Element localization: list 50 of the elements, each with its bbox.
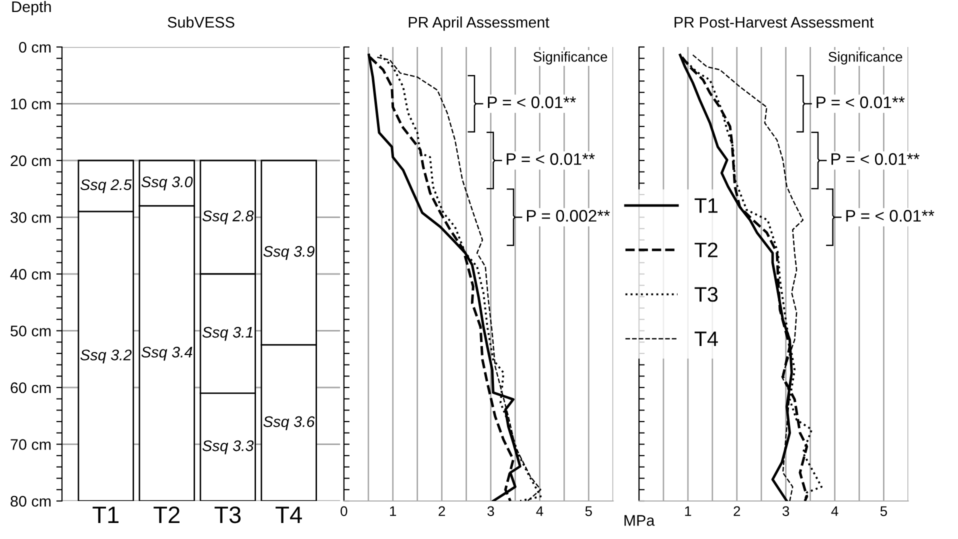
y-tick-label: 50 cm xyxy=(10,326,51,336)
y-tick-label: 60 cm xyxy=(10,382,51,394)
data-label: Ssq 3.4 xyxy=(141,346,192,361)
y-tick-label: 40 cm xyxy=(10,268,51,280)
annotation: P = 0.002** xyxy=(527,210,610,222)
data-label: Ssq 2.5 xyxy=(80,179,132,194)
data-label: Ssq 3.0 xyxy=(141,176,193,190)
y-tick-label: 0 cm xyxy=(19,42,51,53)
x-tick-label: T2 xyxy=(154,506,180,523)
x-tick-label: 1 xyxy=(390,506,396,516)
annotation: P = < 0.01** xyxy=(831,153,920,165)
data-label: Ssq 3.9 xyxy=(263,246,314,260)
chart-title: PR April Assessment xyxy=(408,16,550,31)
data-label: Ssq 3.2 xyxy=(80,350,132,364)
x-tick-label: T4 xyxy=(276,506,302,523)
chart-title: SubVESS xyxy=(168,16,234,28)
x-tick-label: 5 xyxy=(880,506,887,516)
data-label: Ssq 3.6 xyxy=(263,416,315,430)
x-tick-label: 2 xyxy=(438,506,445,516)
x-tick-label: T1 xyxy=(92,506,119,523)
x-axis-title: MPa xyxy=(624,515,655,526)
x-tick-label: 0 xyxy=(340,506,348,516)
x-tick-label: T3 xyxy=(214,506,241,524)
data-label: Ssq 3.3 xyxy=(202,440,254,454)
x-tick-label: 3 xyxy=(782,506,790,516)
legend-label: T2 xyxy=(694,242,718,258)
chart-title: PR Post-Harvest Assessment xyxy=(674,17,874,28)
x-tick-label: 1 xyxy=(685,506,692,516)
annotation: P = < 0.01** xyxy=(846,210,934,222)
y-axis-title: Depth xyxy=(12,0,51,16)
legend-label: T1 xyxy=(694,198,718,213)
y-tick-label: 70 cm xyxy=(10,439,51,450)
x-tick-label: 2 xyxy=(734,506,740,516)
x-tick-label: 5 xyxy=(585,506,592,516)
y-tick-label: 30 cm xyxy=(10,212,51,223)
legend-label: T4 xyxy=(694,332,718,346)
x-tick-label: 4 xyxy=(536,506,544,516)
x-tick-label: 4 xyxy=(831,506,838,516)
legend-label: T3 xyxy=(694,287,718,302)
annotation: P = < 0.01** xyxy=(816,96,905,108)
y-tick-label: 80 cm xyxy=(10,496,51,507)
data-label: Ssq 2.8 xyxy=(202,210,254,224)
annotation: Significance xyxy=(828,52,902,64)
annotation: Significance xyxy=(533,52,608,64)
data-label: Ssq 3.1 xyxy=(202,326,252,341)
annotation: P = < 0.01** xyxy=(506,153,595,165)
x-tick-label: 3 xyxy=(487,506,494,516)
annotation: P = < 0.01** xyxy=(488,96,576,108)
y-tick-label: 10 cm xyxy=(11,98,51,110)
y-tick-label: 20 cm xyxy=(10,155,51,166)
